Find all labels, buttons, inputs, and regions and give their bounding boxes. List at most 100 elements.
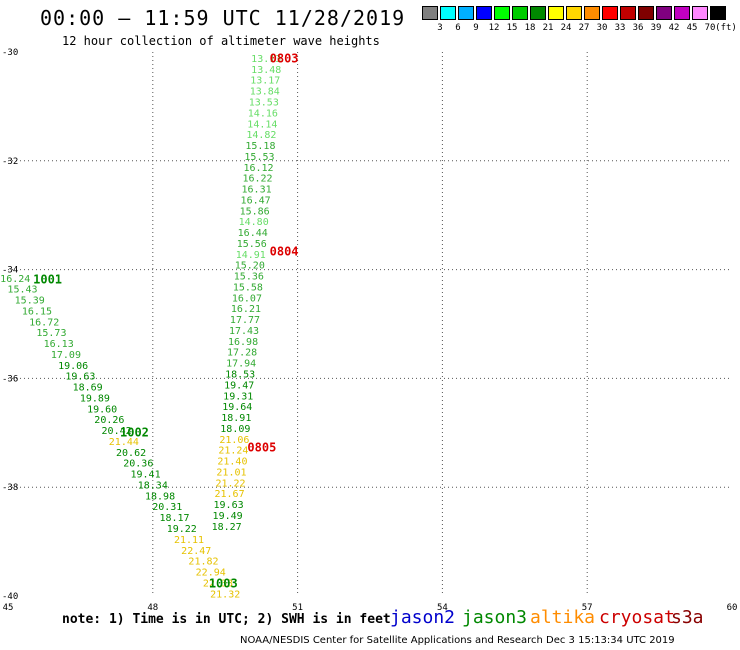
legend-label: 24 — [560, 23, 572, 33]
wave-height-label: 22.47 — [181, 546, 211, 557]
legend-swatch — [584, 6, 600, 20]
x-tick-label: 48 — [147, 603, 158, 613]
legend-label: 6 — [455, 23, 461, 33]
wave-height-label: 16.24 — [0, 274, 30, 285]
credit-line: NOAA/NESDIS Center for Satellite Applica… — [240, 635, 675, 646]
wave-height-label: 16.07 — [232, 293, 262, 304]
wave-height-label: 20.62 — [116, 448, 146, 459]
legend-label: 18 — [524, 23, 536, 33]
legend-swatch — [656, 6, 672, 20]
satellite-jason2: jason2 — [390, 607, 456, 628]
wave-height-label: 19.41 — [131, 470, 161, 481]
legend-swatch — [602, 6, 618, 20]
legend-swatch — [674, 6, 690, 20]
satellite-cryosat: cryosat — [599, 607, 675, 628]
wave-height-label: 18.53 — [225, 370, 255, 381]
wave-height-label: 16.21 — [231, 304, 261, 315]
wave-height-label: 15.56 — [237, 239, 267, 250]
wave-height-label: 15.18 — [245, 141, 275, 152]
wave-height-label: 16.47 — [241, 195, 271, 206]
wave-height-label: 17.43 — [229, 326, 259, 337]
legend-label: 39 — [650, 23, 662, 33]
wave-height-label: 16.72 — [29, 317, 59, 328]
legend-label: 42 — [668, 23, 680, 33]
footnote: note: 1) Time is in UTC; 2) SWH is in fe… — [62, 612, 391, 627]
wave-height-label: 19.64 — [222, 402, 252, 413]
pass-time-label: 0805 — [247, 440, 276, 454]
pass-time-label: 0804 — [270, 245, 299, 259]
wave-height-label: 16.22 — [242, 174, 272, 185]
legend-label: 30 — [596, 23, 608, 33]
legend-label: 15 — [506, 23, 518, 33]
wave-height-label: 15.86 — [240, 206, 270, 217]
legend-label: 21 — [542, 23, 554, 33]
legend-unit: (ft) — [715, 23, 737, 33]
wave-height-label: 15.43 — [7, 285, 37, 296]
legend-label: 70 — [704, 23, 716, 33]
wave-height-label: 21.01 — [216, 467, 246, 478]
x-tick-label: 45 — [3, 603, 14, 613]
legend-swatch — [548, 6, 564, 20]
legend-label: 36 — [632, 23, 644, 33]
wave-height-label: 21.44 — [109, 437, 139, 448]
wave-height-label: 17.94 — [226, 359, 256, 370]
wave-height-label: 14.80 — [239, 217, 269, 228]
wave-height-label: 16.15 — [22, 306, 52, 317]
y-tick-label: -36 — [2, 374, 18, 384]
wave-height-label: 17.77 — [230, 315, 260, 326]
wave-height-label: 13.53 — [249, 98, 279, 109]
pass-time-label: 1003 — [209, 576, 238, 590]
wave-height-label: 17.28 — [227, 348, 257, 359]
wave-height-label: 19.22 — [167, 524, 197, 535]
wave-height-label: 19.63 — [65, 372, 95, 383]
wave-height-label: 15.73 — [36, 328, 66, 339]
y-tick-label: -38 — [2, 483, 18, 493]
wave-height-label: 16.12 — [243, 163, 273, 174]
legend-swatch — [566, 6, 582, 20]
x-tick-label: 54 — [437, 603, 448, 613]
y-tick-label: -40 — [2, 592, 18, 602]
wave-height-label: 19.49 — [213, 511, 243, 522]
legend-swatch — [458, 6, 474, 20]
satellite-altika: altika — [530, 607, 596, 628]
wave-height-label: 15.58 — [233, 282, 263, 293]
wave-height-label: 20.42 — [102, 426, 132, 437]
wave-height-label: 21.82 — [188, 557, 218, 568]
wave-height-label: 20.36 — [123, 459, 153, 470]
wave-height-label: 13.17 — [250, 76, 280, 87]
page-subtitle: 12 hour collection of altimeter wave hei… — [62, 34, 380, 48]
wave-height-label: 22.33 — [203, 578, 233, 589]
pass-time-label: 1001 — [33, 272, 62, 286]
wave-height-label: 13.13 — [251, 54, 281, 65]
y-tick-label: -30 — [2, 48, 18, 58]
x-tick-label: 57 — [582, 603, 593, 613]
wave-height-label: 19.47 — [224, 380, 254, 391]
legend-label: 3 — [437, 23, 443, 33]
legend-swatch — [638, 6, 654, 20]
wave-height-label: 21.24 — [218, 446, 248, 457]
legend-swatch — [512, 6, 528, 20]
satellite-s3a: s3a — [671, 607, 704, 628]
wave-height-label: 21.22 — [215, 478, 245, 489]
wave-height-label: 13.84 — [250, 87, 280, 98]
wave-height-label: 19.06 — [58, 361, 88, 372]
wave-height-label: 19.63 — [214, 500, 244, 511]
x-tick-label: 60 — [727, 603, 738, 613]
wave-height-label: 19.89 — [80, 393, 110, 404]
wave-height-label: 14.14 — [247, 119, 277, 130]
wave-height-label: 20.31 — [152, 502, 182, 513]
wave-height-label: 18.91 — [221, 413, 251, 424]
wave-height-label: 17.09 — [51, 350, 81, 361]
wave-height-label: 16.44 — [238, 228, 268, 239]
wave-height-label: 18.09 — [220, 424, 250, 435]
legend-label: 9 — [473, 23, 479, 33]
legend-label: 12 — [488, 23, 500, 33]
legend-swatch — [440, 6, 456, 20]
legend-swatch — [620, 6, 636, 20]
wave-height-label: 14.82 — [246, 130, 276, 141]
y-tick-label: -32 — [2, 157, 18, 167]
x-tick-label: 51 — [292, 603, 303, 613]
legend-swatch — [494, 6, 510, 20]
wave-height-label: 15.53 — [244, 152, 274, 163]
